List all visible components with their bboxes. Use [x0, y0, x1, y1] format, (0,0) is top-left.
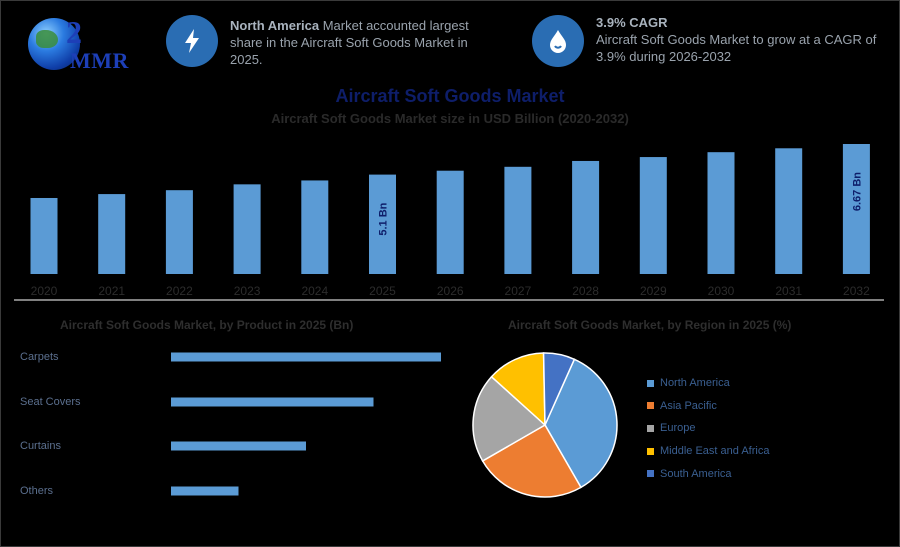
- product-bar: [171, 486, 239, 496]
- market-bar: [30, 197, 58, 274]
- legend-label: South America: [660, 467, 732, 480]
- bar-data-label: 5.1 Bn: [378, 202, 390, 235]
- market-bar: [842, 144, 870, 274]
- product-chart-title: Aircraft Soft Goods Market, by Product i…: [60, 318, 354, 332]
- product-label: Curtains: [20, 440, 61, 452]
- info-highlight: 3.9% CAGR: [596, 15, 668, 30]
- year-tick-label: 2031: [775, 284, 802, 298]
- lightning-icon: [166, 15, 218, 67]
- mmr-logo: 2 MMR: [18, 14, 138, 76]
- info-card-north-america: North America Market accounted largest s…: [230, 17, 500, 68]
- product-label: Seat Covers: [20, 396, 81, 408]
- info-highlight: North America: [230, 18, 320, 33]
- market-bar: [775, 148, 803, 274]
- logo-mark: 2: [66, 14, 82, 50]
- product-label: Others: [20, 485, 54, 497]
- info-body: Market accounted largest share in the Ai…: [230, 18, 469, 67]
- market-bar: [369, 174, 396, 274]
- product-bar: [171, 397, 374, 407]
- pie-slice: [481, 423, 582, 498]
- legend-item: Asia Pacific: [647, 395, 769, 418]
- info-body: Aircraft Soft Goods Market to grow at a …: [596, 32, 877, 64]
- region-chart-title: Aircraft Soft Goods Market, by Region in…: [508, 318, 792, 332]
- bar-data-label: 6.67 Bn: [851, 172, 863, 211]
- legend-swatch: [647, 424, 654, 432]
- year-tick-label: 2027: [505, 284, 532, 298]
- legend-label: Asia Pacific: [660, 399, 717, 412]
- legend-label: Europe: [660, 422, 696, 435]
- legend-swatch: [647, 470, 654, 478]
- year-tick-label: 2032: [843, 284, 870, 298]
- market-bar: [572, 160, 600, 274]
- legend-swatch: [647, 447, 654, 455]
- year-tick-label: 2030: [708, 284, 735, 298]
- product-label: Carpets: [20, 351, 59, 363]
- region-legend: North America Asia Pacific Europe Middle…: [647, 372, 769, 485]
- market-bar: [707, 152, 735, 274]
- year-tick-label: 2020: [31, 284, 58, 298]
- year-tick-label: 2028: [572, 284, 599, 298]
- year-tick-label: 2026: [437, 284, 464, 298]
- legend-label: North America: [660, 377, 730, 390]
- legend-swatch: [647, 402, 654, 410]
- pie-slice: [472, 375, 547, 462]
- chart-subtitle: Aircraft Soft Goods Market size in USD B…: [271, 111, 629, 126]
- legend-item: South America: [647, 462, 769, 485]
- market-bar: [436, 170, 464, 274]
- year-tick-label: 2024: [301, 284, 328, 298]
- legend-item: Europe: [647, 417, 769, 440]
- year-tick-label: 2022: [166, 284, 193, 298]
- product-bar: [171, 352, 441, 362]
- pie-slice: [542, 352, 576, 426]
- legend-item: North America: [647, 372, 769, 395]
- year-tick-label: 2025: [369, 284, 396, 298]
- globe-icon: [28, 18, 80, 70]
- market-bar: [98, 194, 126, 274]
- legend-label: Middle East and Africa: [660, 445, 770, 458]
- market-bar: [639, 157, 667, 274]
- market-bar: [504, 166, 532, 274]
- growth-drop-icon: [532, 15, 584, 67]
- info-card-cagr: 3.9% CAGR Aircraft Soft Goods Market to g…: [596, 14, 886, 65]
- chart-title: Aircraft Soft Goods Market: [335, 86, 565, 106]
- year-tick-label: 2023: [234, 284, 261, 298]
- market-bar: [165, 190, 193, 274]
- market-bar: [301, 180, 329, 274]
- year-tick-label: 2029: [640, 284, 667, 298]
- market-bar: [233, 184, 261, 274]
- year-tick-label: 2021: [98, 284, 125, 298]
- legend-swatch: [647, 379, 654, 387]
- pie-slice: [490, 352, 546, 427]
- logo-text: MMR: [70, 48, 129, 73]
- legend-item: Middle East and Africa: [647, 440, 769, 463]
- product-bar: [171, 441, 306, 451]
